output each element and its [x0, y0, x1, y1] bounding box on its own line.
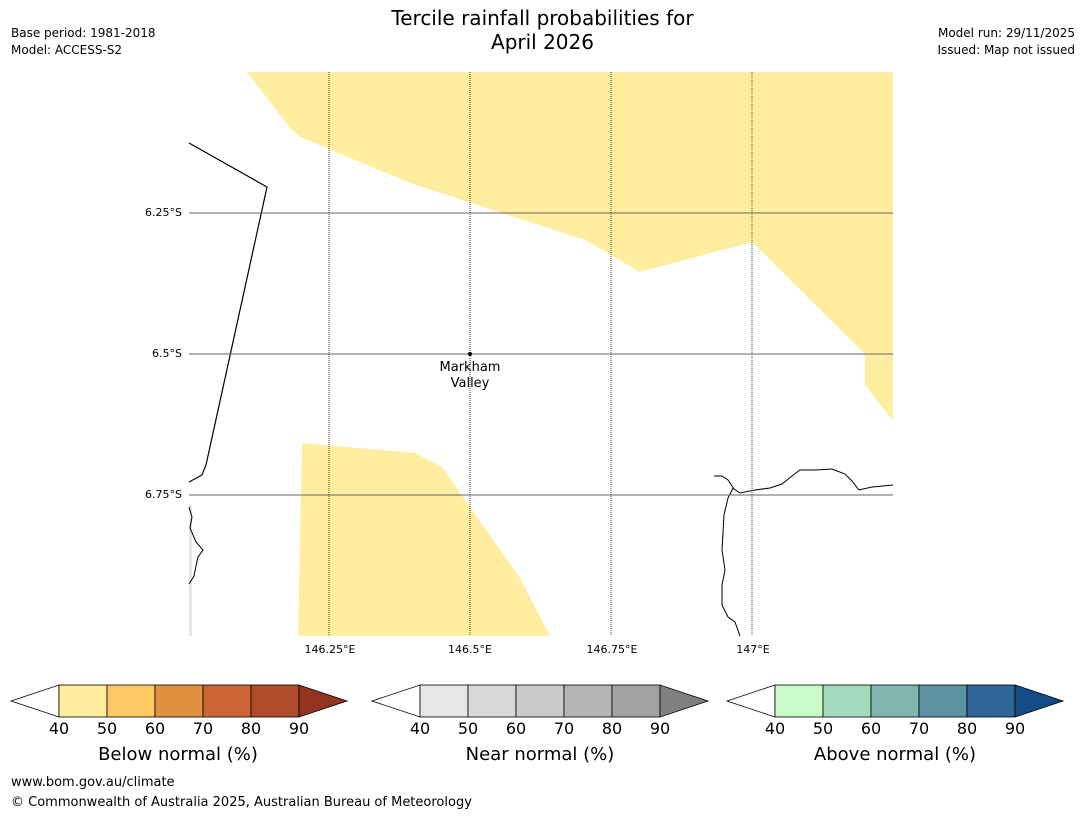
- cb-above-high-extend: [1014, 684, 1065, 718]
- cb-below-high-extend: [298, 684, 349, 718]
- map-title-line1: Tercile rainfall probabilities for: [391, 6, 694, 30]
- cb-above-swatch-60-70: [870, 684, 920, 718]
- cb-above-tick-80: 80: [956, 719, 978, 738]
- cb-below-tick-80: 80: [240, 719, 262, 738]
- cb-above-swatch-50-60: [822, 684, 872, 718]
- cb-below-tick-60: 60: [144, 719, 166, 738]
- cb-below-swatch-40-50: [58, 684, 108, 718]
- lat-label-6-75: 6.75°S: [145, 488, 182, 501]
- cb-above-tick-60: 60: [860, 719, 882, 738]
- cb-above-low-extend: [725, 684, 776, 718]
- cb-below-low-extend: [9, 684, 60, 718]
- border-line: [188, 142, 268, 483]
- cb-near-title: Near normal (%): [465, 744, 615, 765]
- meta-left: Base period: 1981-2018 Model: ACCESS-S2: [11, 25, 156, 59]
- cb-below-tick-90: 90: [288, 719, 310, 738]
- cb-above-tick-40: 40: [764, 719, 786, 738]
- cb-below-tick-50: 50: [96, 719, 118, 738]
- cb-below-swatch-60-70: [154, 684, 204, 718]
- lat-label-6-25: 6.25°S: [145, 206, 182, 219]
- place-label-line2: Valley: [450, 376, 490, 391]
- cb-above-tick-90: 90: [1004, 719, 1026, 738]
- map-title-line2: April 2026: [491, 30, 594, 54]
- colorbar-above-normal: [725, 684, 1065, 718]
- markham-valley-marker: [468, 352, 472, 356]
- cb-below-tick-70: 70: [192, 719, 214, 738]
- footer-url: www.bom.gov.au/climate: [11, 775, 175, 790]
- cb-near-swatch-40-50: [419, 684, 469, 718]
- latitude-gridlines: [189, 212, 893, 496]
- cb-below-swatch-70-80: [202, 684, 252, 718]
- cb-near-tick-90: 90: [649, 719, 671, 738]
- lon-label-146-75: 146.75°E: [586, 643, 638, 656]
- cb-above-tick-50: 50: [812, 719, 834, 738]
- cb-above-tick-70: 70: [908, 719, 930, 738]
- coastline-east: [714, 468, 894, 494]
- map-edge-strip: [189, 505, 192, 636]
- place-label-line1: Markham: [439, 360, 501, 375]
- colorbar-below-normal: [9, 684, 349, 718]
- cb-near-swatch-70-80: [563, 684, 613, 718]
- cb-near-tick-40: 40: [409, 719, 431, 738]
- lon-label-147: 147°E: [736, 643, 770, 656]
- cb-near-swatch-60-70: [515, 684, 565, 718]
- cb-near-tick-70: 70: [553, 719, 575, 738]
- lon-label-146-25: 146.25°E: [304, 643, 356, 656]
- cb-near-tick-60: 60: [505, 719, 527, 738]
- footer-copyright: © Commonwealth of Australia 2025, Austra…: [11, 795, 472, 810]
- cb-below-tick-40: 40: [48, 719, 70, 738]
- below-normal-region-north: [247, 72, 893, 421]
- cb-near-low-extend: [370, 684, 421, 718]
- model-name: Model: ACCESS-S2: [11, 43, 123, 57]
- lat-label-6-5: 6.5°S: [152, 347, 182, 360]
- cb-near-swatch-80-90: [611, 684, 661, 718]
- cb-below-title: Below normal (%): [98, 744, 258, 765]
- place-label-markham-valley: Markham Valley: [420, 360, 520, 392]
- cb-near-tick-50: 50: [457, 719, 479, 738]
- cb-below-swatch-50-60: [106, 684, 156, 718]
- cb-above-swatch-80-90: [966, 684, 1016, 718]
- colorbar-near-normal: [370, 684, 710, 718]
- base-period: Base period: 1981-2018: [11, 26, 156, 40]
- lon-label-146-5: 146.5°E: [448, 643, 492, 656]
- cb-above-swatch-70-80: [918, 684, 968, 718]
- issued-status: Issued: Map not issued: [937, 43, 1075, 57]
- coastline-river: [721, 487, 741, 637]
- cb-above-swatch-40-50: [774, 684, 824, 718]
- cb-above-title: Above normal (%): [813, 744, 977, 765]
- map-title: Tercile rainfall probabilities for April…: [0, 6, 1085, 54]
- cb-near-swatch-50-60: [467, 684, 517, 718]
- meta-right: Model run: 29/11/2025 Issued: Map not is…: [937, 25, 1075, 59]
- model-run: Model run: 29/11/2025: [937, 26, 1075, 40]
- cb-below-swatch-80-90: [250, 684, 300, 718]
- coastline-west: [188, 506, 204, 585]
- cb-near-tick-80: 80: [601, 719, 623, 738]
- colorbars: [9, 684, 1065, 718]
- cb-near-high-extend: [659, 684, 710, 718]
- below-normal-region-south: [298, 443, 550, 636]
